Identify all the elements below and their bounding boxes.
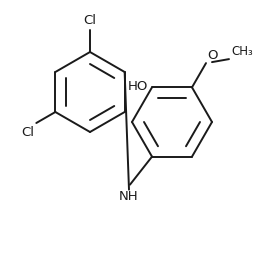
Text: NH: NH bbox=[119, 190, 139, 203]
Text: CH₃: CH₃ bbox=[231, 45, 253, 58]
Text: Cl: Cl bbox=[83, 14, 96, 27]
Text: O: O bbox=[207, 49, 218, 62]
Text: Cl: Cl bbox=[21, 126, 34, 139]
Text: HO: HO bbox=[128, 80, 148, 93]
